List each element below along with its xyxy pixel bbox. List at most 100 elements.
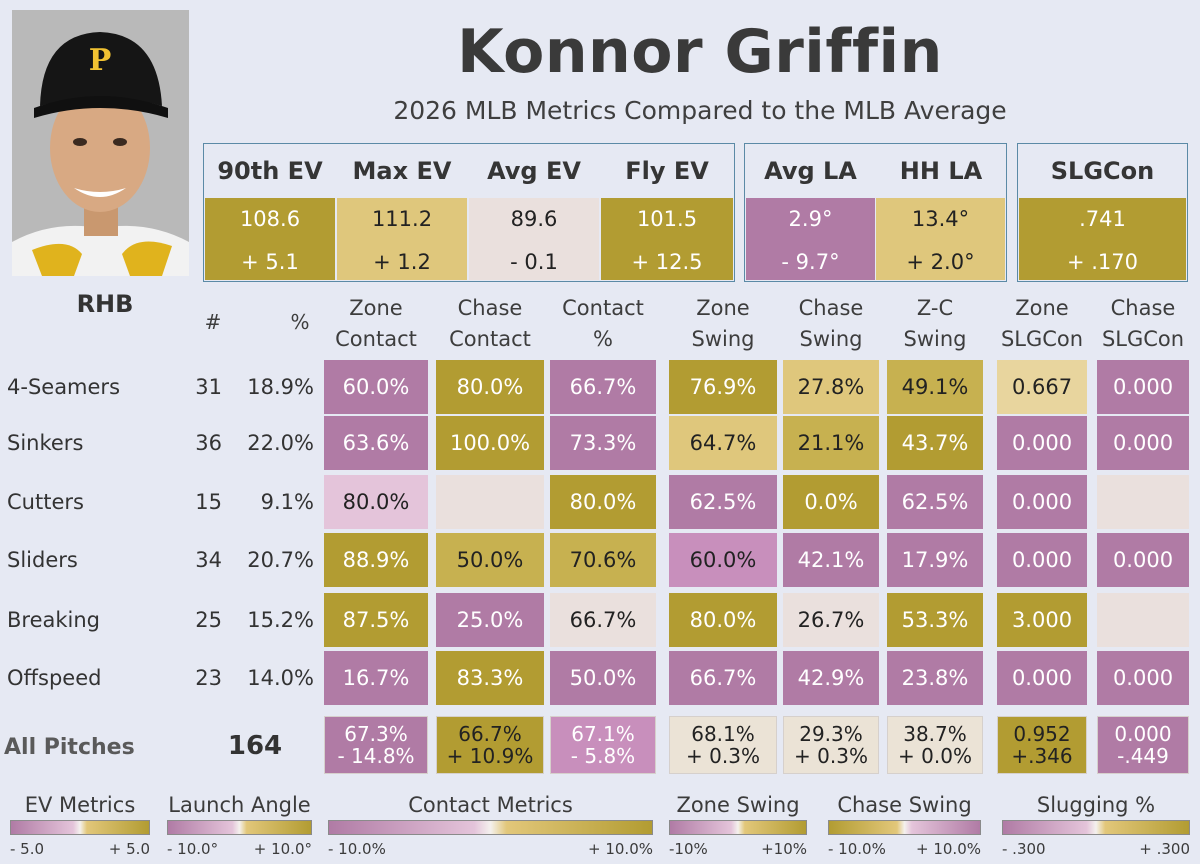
column-header-line2: Swing (903, 327, 967, 351)
player-name: Konnor Griffin (457, 17, 943, 87)
column-header-line1: Zone (696, 296, 750, 320)
totals-value: 0.952 (1013, 722, 1071, 746)
legend-low-label: - 10.0% (828, 840, 886, 858)
column-header-line1: Zone (1015, 296, 1069, 320)
metric-cell: 25.0% (436, 593, 544, 647)
column-header-line1: Zone (349, 296, 403, 320)
legend-high-label: + .300 (1139, 840, 1190, 858)
ev-diff-fly: + 12.5 (631, 250, 703, 274)
legend-title: Slugging % (1036, 793, 1156, 817)
metric-cell: 100.0% (436, 416, 544, 470)
ev-header-max: Max EV (352, 156, 452, 185)
metric-cell: 16.7% (324, 651, 428, 705)
slgcon-cell: .741 + .170 (1019, 198, 1186, 280)
la-header-avg: Avg LA (764, 156, 857, 185)
la-diff-avg: - 9.7° (781, 250, 840, 274)
row-pct: 9.1% (260, 490, 314, 514)
metric-cell: 26.7% (783, 593, 879, 647)
metric-cell: 42.1% (783, 533, 879, 587)
legend-gradient-bar (669, 820, 807, 835)
metric-cell: 43.7% (887, 416, 983, 470)
slgcon-value: .741 (1079, 207, 1126, 231)
row-label: Sinkers (7, 431, 84, 455)
metric-cell (1097, 593, 1189, 647)
legend-low-label: - 5.0 (10, 840, 45, 858)
metric-cell: 0.000 (1097, 651, 1189, 705)
totals-value: 38.7% (903, 722, 967, 746)
legend-title: EV Metrics (24, 793, 136, 817)
totals-diff: + 0.3% (686, 744, 760, 768)
row-label: Offspeed (7, 666, 102, 690)
slgcon-diff: + .170 (1066, 250, 1139, 274)
metric-cell: 62.5% (669, 475, 777, 529)
row-label: 4-Seamers (7, 375, 121, 399)
batter-hand: RHB (76, 290, 134, 318)
row-pct: 15.2% (247, 608, 314, 632)
totals-diff: +.346 (1011, 744, 1073, 768)
column-header: Contact% (542, 293, 664, 357)
ev-value-max: 111.2 (371, 207, 433, 231)
metric-cell: 0.000 (997, 416, 1087, 470)
metric-cell: 0.000 (1097, 360, 1189, 414)
totals-cell: 29.3% + 0.3% (783, 716, 879, 774)
totals-cell: 67.3% - 14.8% (324, 716, 428, 774)
totals-cell: 0.952 +.346 (997, 716, 1087, 774)
row-count: 15 (195, 490, 222, 514)
metric-cell: 76.9% (669, 360, 777, 414)
ev-value-fly: 101.5 (636, 207, 698, 231)
legend-gradient-bar (167, 820, 312, 835)
ev-value-90th: 108.6 (239, 207, 301, 231)
column-header-line1: Chase (457, 296, 523, 320)
page-subtitle: 2026 MLB Metrics Compared to the MLB Ave… (393, 95, 1007, 125)
legend-gradient-bar (1002, 820, 1190, 835)
legend-gradient-bar (828, 820, 981, 835)
ev-diff-90th: + 5.1 (241, 250, 299, 274)
totals-diff: + 0.0% (898, 744, 972, 768)
metric-cell: 80.0% (324, 475, 428, 529)
totals-cell: 38.7% + 0.0% (887, 716, 983, 774)
metric-cell: 49.1% (887, 360, 983, 414)
metric-cell: 50.0% (550, 651, 656, 705)
la-value-avg: 2.9° (788, 207, 833, 231)
metric-cell: 73.3% (550, 416, 656, 470)
ev-header-avg: Avg EV (487, 156, 581, 185)
row-count: 25 (195, 608, 222, 632)
slgcon-header: SLGCon (1050, 156, 1155, 185)
totals-diff: - 5.8% (570, 744, 636, 768)
ev-cell-avg: 89.6 - 0.1 (469, 198, 599, 280)
totals-diff: -.449 (1117, 744, 1169, 768)
row-label: Cutters (7, 490, 84, 514)
metric-cell: 70.6% (550, 533, 656, 587)
metric-cell: 83.3% (436, 651, 544, 705)
launch-angle-box: Avg LA HH LA 2.9° - 9.7° 13.4° + 2.0° (744, 143, 1007, 282)
legend-high-label: + 10.0% (588, 840, 653, 858)
metric-cell: 64.7% (669, 416, 777, 470)
metric-cell: 66.7% (550, 360, 656, 414)
row-count: 31 (195, 375, 222, 399)
column-header: Chase Contact (428, 293, 552, 357)
totals-cell: 68.1% + 0.3% (669, 716, 777, 774)
column-header: Chase Swing (775, 293, 887, 357)
totals-diff: + 10.9% (446, 744, 534, 768)
legend-gradient-bar (10, 820, 150, 835)
metric-cell: 62.5% (887, 475, 983, 529)
metric-cell: 66.7% (669, 651, 777, 705)
ev-diff-max: + 1.2 (373, 250, 431, 274)
metric-cell: 17.9% (887, 533, 983, 587)
column-header: Chase SLGCon (1089, 293, 1197, 357)
column-header: Z-C Swing (879, 293, 991, 357)
totals-value: 0.000 (1114, 722, 1172, 746)
legend-high-label: + 10.0° (253, 840, 312, 858)
row-count: 23 (195, 666, 222, 690)
legend-gradient-bar (328, 820, 653, 835)
ev-value-avg: 89.6 (510, 207, 558, 231)
row-label: Breaking (7, 608, 101, 632)
row-count: 36 (195, 431, 222, 455)
ev-cell-max: 111.2 + 1.2 (337, 198, 467, 280)
player-headshot-image: P (12, 10, 189, 276)
totals-label: All Pitches (4, 735, 135, 760)
metric-cell: 87.5% (324, 593, 428, 647)
metric-cell: 53.3% (887, 593, 983, 647)
pct-header: % (290, 310, 310, 334)
metric-cell: 80.0% (669, 593, 777, 647)
